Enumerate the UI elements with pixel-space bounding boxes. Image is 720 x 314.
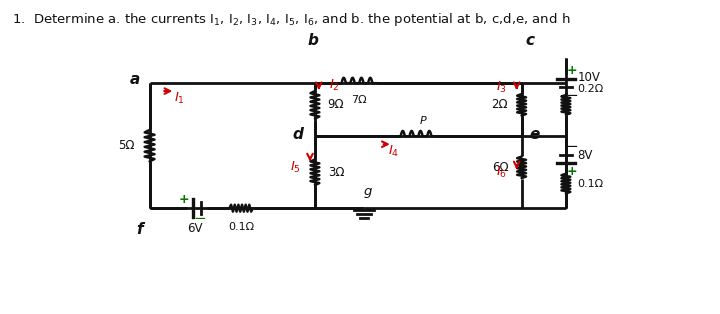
Text: 0.1Ω: 0.1Ω [228, 222, 254, 232]
Text: 0.2Ω: 0.2Ω [577, 84, 604, 94]
Text: d: d [292, 127, 303, 142]
Text: 9Ω: 9Ω [328, 98, 344, 111]
Text: 6Ω: 6Ω [492, 161, 509, 174]
Text: $I_1$: $I_1$ [174, 90, 184, 106]
Text: 0.1Ω: 0.1Ω [577, 179, 604, 189]
Text: 10V: 10V [577, 71, 600, 84]
Text: 2Ω: 2Ω [491, 98, 508, 111]
Text: −: − [565, 89, 578, 104]
Text: $I_6$: $I_6$ [496, 165, 508, 180]
Text: +: + [567, 165, 577, 178]
Text: b: b [307, 33, 318, 48]
Text: P: P [420, 116, 426, 127]
Text: $I_3$: $I_3$ [496, 79, 508, 95]
Text: −: − [565, 139, 578, 154]
Text: f: f [136, 222, 143, 237]
Text: g: g [364, 185, 372, 198]
Text: −: − [194, 210, 206, 225]
Text: e: e [529, 127, 540, 142]
Text: 3Ω: 3Ω [328, 166, 344, 179]
Text: $I_5$: $I_5$ [289, 160, 301, 175]
Text: +: + [179, 193, 189, 206]
Text: 6V: 6V [187, 222, 202, 235]
Text: 1.  Determine a. the currents I$_1$, I$_2$, I$_3$, I$_4$, I$_5$, I$_6$, and b. t: 1. Determine a. the currents I$_1$, I$_2… [12, 11, 570, 28]
Text: +: + [567, 64, 577, 77]
Text: 5Ω: 5Ω [118, 139, 135, 152]
Text: 8V: 8V [577, 149, 593, 161]
Text: 7Ω: 7Ω [351, 95, 367, 105]
Text: $I_4$: $I_4$ [388, 143, 400, 159]
Text: $I_2$: $I_2$ [329, 78, 340, 93]
Text: c: c [525, 33, 534, 48]
Text: a: a [130, 72, 140, 87]
